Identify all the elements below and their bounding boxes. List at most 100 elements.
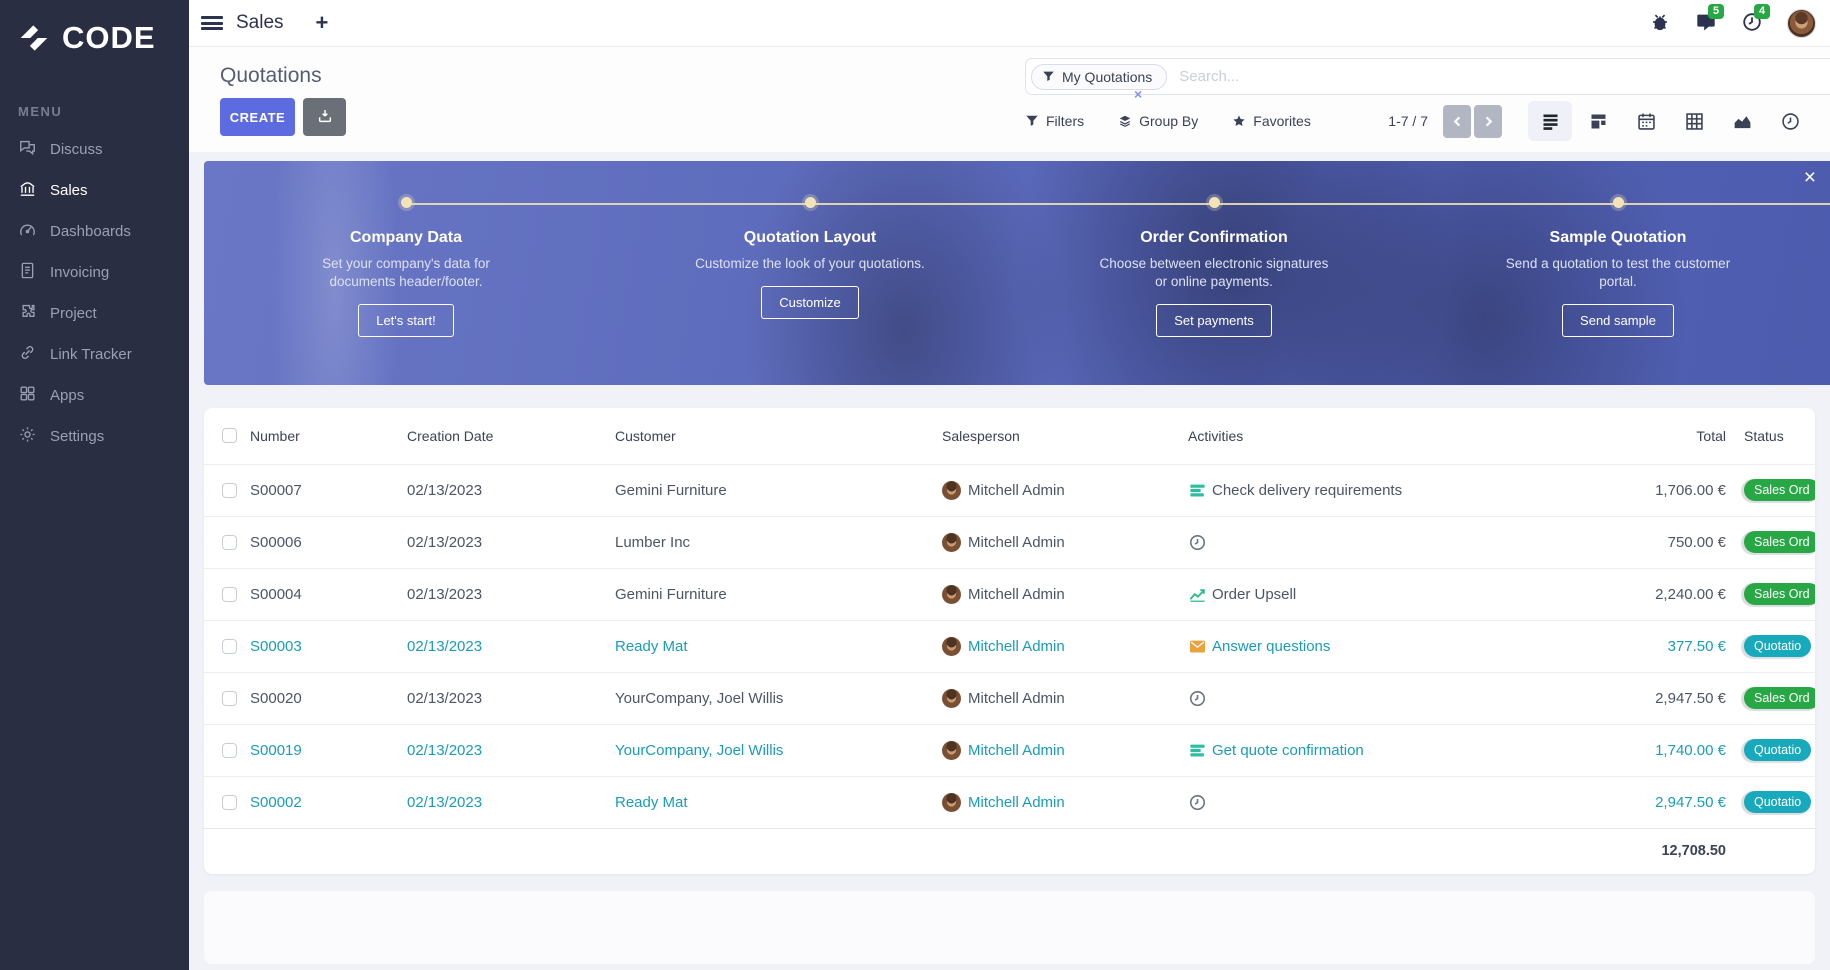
favorites-button[interactable]: Favorites: [1232, 113, 1311, 129]
activities-clock-icon[interactable]: 4: [1741, 4, 1771, 35]
search-facet-my-quotations[interactable]: My Quotations: [1031, 63, 1168, 90]
view-list-button[interactable]: [1528, 101, 1572, 141]
sidebar-item-project[interactable]: Project: [0, 293, 189, 334]
column-header-salesperson[interactable]: Salesperson: [942, 427, 1020, 444]
table-row[interactable]: S00006 02/13/2023 Lumber Inc Mitchell Ad…: [204, 516, 1815, 568]
row-checkbox[interactable]: [222, 534, 237, 550]
column-header-creation-date[interactable]: Creation Date: [407, 427, 494, 444]
hamburger-menu-icon[interactable]: [201, 16, 223, 30]
table-header-row: Number Creation Date Customer Salesperso…: [204, 408, 1815, 464]
page-title: Quotations: [220, 64, 322, 87]
chevron-right-icon: [1485, 116, 1492, 126]
search-placeholder: Search...: [1179, 68, 1240, 85]
cell-activities[interactable]: [1188, 776, 1538, 828]
step-action-button[interactable]: Set payments: [1156, 304, 1272, 338]
view-activity-button[interactable]: [1768, 101, 1812, 141]
row-checkbox[interactable]: [222, 690, 237, 706]
column-header-customer[interactable]: Customer: [615, 427, 676, 444]
onboarding-timeline: [406, 203, 1830, 205]
pager-range: 1-7 / 7: [1388, 113, 1428, 129]
column-header-number[interactable]: Number: [250, 427, 300, 444]
table-row[interactable]: S00002 02/13/2023 Ready Mat Mitchell Adm…: [204, 776, 1815, 828]
sidebar-item-dashboards[interactable]: Dashboards: [0, 211, 189, 252]
column-header-activities[interactable]: Activities: [1188, 427, 1244, 444]
table-row[interactable]: S00019 02/13/2023 YourCompany, Joel Will…: [204, 724, 1815, 776]
sidebar-item-label: Discuss: [50, 141, 103, 158]
row-checkbox[interactable]: [222, 482, 237, 498]
view-kanban-button[interactable]: [1576, 101, 1620, 141]
group-by-button[interactable]: Group By: [1118, 113, 1198, 129]
email-activity-icon: [1189, 640, 1206, 652]
sidebar-item-settings[interactable]: Settings: [0, 416, 189, 457]
layers-icon: [1119, 115, 1131, 127]
tasks-activity-icon: [1188, 741, 1207, 760]
table-row[interactable]: S00020 02/13/2023 YourCompany, Joel Will…: [204, 672, 1815, 724]
cell-activities[interactable]: Order Upsell: [1188, 568, 1538, 620]
row-checkbox[interactable]: [222, 742, 237, 758]
row-checkbox[interactable]: [222, 794, 237, 810]
create-button[interactable]: CREATE: [220, 98, 295, 136]
cell-creation-date: 02/13/2023: [407, 741, 483, 759]
step-dot-icon: [400, 197, 412, 208]
cell-salesperson: Mitchell Admin: [942, 776, 1188, 828]
onboarding-steps: Company Data Set your company's data for…: [204, 161, 1830, 385]
step-action-button[interactable]: Customize: [761, 286, 859, 320]
link-tracker-icon: [18, 343, 37, 366]
pager-next-button[interactable]: [1474, 104, 1502, 138]
graph-view-icon: [1734, 115, 1750, 128]
table-row[interactable]: S00003 02/13/2023 Ready Mat Mitchell Adm…: [204, 620, 1815, 672]
facet-remove-icon[interactable]: ×: [1134, 86, 1143, 102]
new-tab-plus-button[interactable]: +: [315, 10, 329, 35]
debug-bug-icon[interactable]: [1649, 11, 1673, 35]
salesperson-avatar: [942, 740, 961, 760]
filter-funnel-icon: [1026, 115, 1038, 126]
banner-close-icon[interactable]: ×: [1803, 166, 1816, 189]
search-input[interactable]: My Quotations Search... ×: [1025, 58, 1830, 102]
row-checkbox[interactable]: [222, 586, 237, 602]
filters-button[interactable]: Filters: [1025, 113, 1084, 129]
star-icon: [1233, 115, 1245, 127]
column-header-status[interactable]: Status: [1744, 427, 1784, 444]
sidebar-item-invoicing[interactable]: Invoicing: [0, 252, 189, 293]
step-action-button[interactable]: Let's start!: [358, 304, 454, 338]
cell-activities[interactable]: Check delivery requirements: [1188, 464, 1538, 516]
sidebar-item-apps[interactable]: Apps: [0, 375, 189, 416]
cell-activities[interactable]: Answer questions: [1188, 620, 1538, 672]
step-action-button[interactable]: Send sample: [1562, 304, 1674, 338]
pager-previous-button[interactable]: [1443, 104, 1471, 138]
table-row[interactable]: S00004 02/13/2023 Gemini Furniture Mitch…: [204, 568, 1815, 620]
discuss-icon: [18, 138, 37, 161]
cell-customer: Ready Mat: [615, 793, 688, 811]
step-title: Company Data: [349, 229, 463, 246]
cell-status: Sales Ord: [1728, 672, 1815, 724]
cell-creation-date: 02/13/2023: [407, 689, 483, 707]
row-checkbox[interactable]: [222, 638, 237, 654]
view-pivot-button[interactable]: [1672, 101, 1716, 141]
activity-view-icon: [1781, 112, 1799, 130]
sidebar-item-label: Invoicing: [50, 264, 110, 281]
cell-activities[interactable]: [1188, 672, 1538, 724]
cell-status: Sales Ord: [1728, 464, 1815, 516]
select-all-checkbox[interactable]: [222, 428, 237, 444]
cell-activities[interactable]: Get quote confirmation: [1188, 724, 1538, 776]
cell-status: Quotatio: [1728, 724, 1815, 776]
export-download-button[interactable]: [303, 98, 346, 136]
sidebar-item-label: Settings: [50, 428, 105, 445]
column-header-total[interactable]: Total: [1696, 427, 1726, 444]
salesperson-avatar: [942, 584, 961, 604]
salesperson-avatar: [942, 532, 961, 552]
view-graph-button[interactable]: [1720, 101, 1764, 141]
sidebar-item-link-tracker[interactable]: Link Tracker: [0, 334, 189, 375]
sidebar-item-sales[interactable]: Sales: [0, 170, 189, 211]
sidebar-item-label: Dashboards: [50, 223, 131, 240]
sidebar-item-discuss[interactable]: Discuss: [0, 129, 189, 170]
topbar-app-name[interactable]: Sales: [236, 12, 284, 33]
user-avatar[interactable]: [1787, 8, 1816, 38]
table-row[interactable]: S00007 02/13/2023 Gemini Furniture Mitch…: [204, 464, 1815, 516]
messages-icon[interactable]: 5: [1695, 4, 1725, 35]
invoicing-icon: [18, 261, 37, 284]
cell-number: S00007: [250, 481, 302, 499]
chart-activity-icon: [1188, 585, 1207, 604]
cell-activities[interactable]: [1188, 516, 1538, 568]
view-calendar-button[interactable]: [1624, 101, 1668, 141]
